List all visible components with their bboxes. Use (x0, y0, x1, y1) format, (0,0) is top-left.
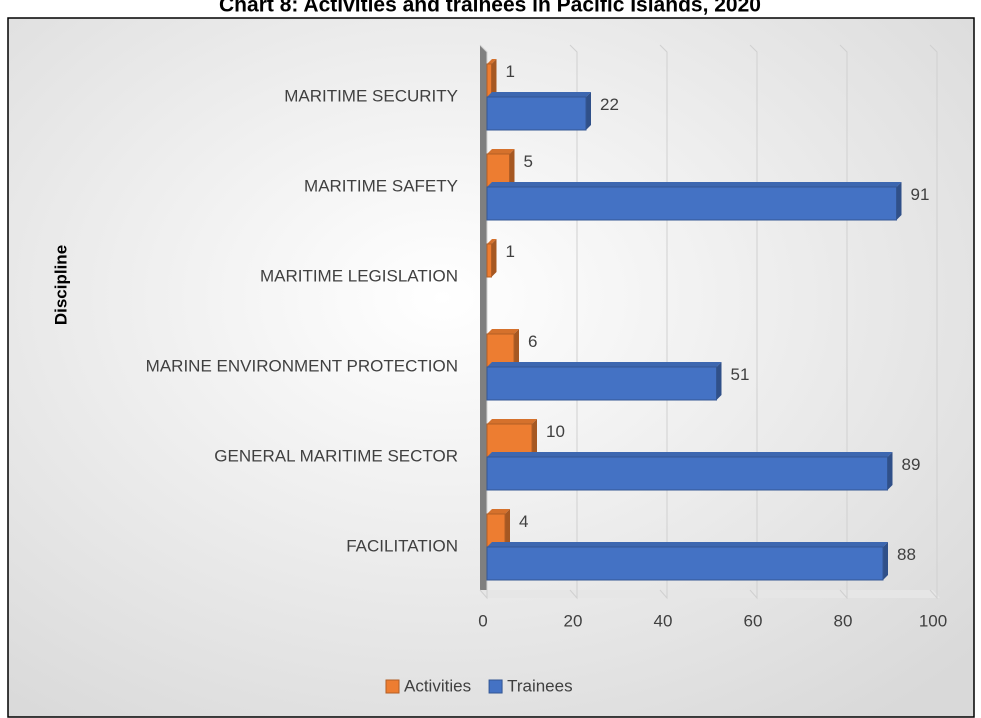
bar-top (487, 329, 519, 334)
bar (486, 456, 888, 491)
y-tick-label: MARINE ENVIRONMENT PROTECTION (146, 356, 458, 375)
data-label: 1 (506, 62, 515, 81)
data-label: 10 (546, 422, 565, 441)
data-label: 22 (600, 95, 619, 114)
grid-line (749, 44, 758, 600)
grid-line (839, 44, 848, 600)
bar-top (487, 149, 515, 154)
bar-top (487, 419, 537, 424)
bar-side (514, 329, 519, 367)
grid-line (479, 44, 488, 600)
grid-line (929, 44, 938, 600)
x-tick-label: 60 (744, 611, 763, 630)
bar-side (491, 239, 497, 277)
bar-top (487, 239, 497, 244)
data-label: 89 (902, 455, 921, 474)
bar-top (487, 59, 497, 64)
bar-top (487, 509, 510, 514)
legend-label: Activities (404, 676, 471, 695)
y-tick-label: MARITIME SAFETY (304, 176, 458, 195)
bar-side (887, 452, 893, 490)
chart-title: Chart 8: Activities and trainees in Paci… (219, 0, 761, 17)
grid-line (569, 44, 578, 600)
x-tick-label: 80 (834, 611, 853, 630)
x-tick-label: 20 (564, 611, 583, 630)
x-tick-label: 100 (919, 611, 947, 630)
bar-top (487, 362, 722, 367)
bar-side (586, 92, 591, 130)
bar-side (491, 59, 497, 97)
bar (486, 423, 533, 458)
y-tick-label: MARITIME LEGISLATION (260, 266, 458, 285)
data-label: 91 (911, 185, 930, 204)
bar-side (883, 542, 888, 580)
bar (486, 546, 884, 581)
bar-top (487, 92, 591, 97)
bar-top (487, 542, 888, 547)
axis-floor (480, 590, 940, 598)
bar-side (532, 419, 537, 457)
grid-line (659, 44, 668, 600)
data-label: 5 (524, 152, 533, 171)
legend-swatch (488, 679, 503, 694)
data-label: 4 (519, 512, 528, 531)
data-label: 1 (506, 242, 515, 261)
y-tick-label: FACILITATION (346, 536, 458, 555)
bar-top (487, 452, 893, 457)
bar-side (509, 149, 515, 187)
x-tick-label: 0 (478, 611, 487, 630)
bar-top (487, 182, 902, 187)
bar (486, 96, 587, 131)
bar (486, 186, 897, 221)
bar-side (716, 362, 722, 400)
legend-swatch (385, 679, 400, 694)
y-tick-label: GENERAL MARITIME SECTOR (214, 446, 458, 465)
data-label: 51 (731, 365, 750, 384)
axis-wall (480, 45, 487, 598)
bar (486, 63, 492, 98)
x-tick-label: 40 (654, 611, 673, 630)
data-label: 88 (897, 545, 916, 564)
legend-label: Trainees (507, 676, 573, 695)
data-label: 6 (528, 332, 537, 351)
bar-side (505, 509, 510, 547)
bar (486, 243, 492, 278)
y-tick-label: MARITIME SECURITY (284, 86, 458, 105)
bar (486, 366, 717, 401)
bar-side (896, 182, 902, 220)
y-axis-label: Discipline (51, 245, 70, 325)
